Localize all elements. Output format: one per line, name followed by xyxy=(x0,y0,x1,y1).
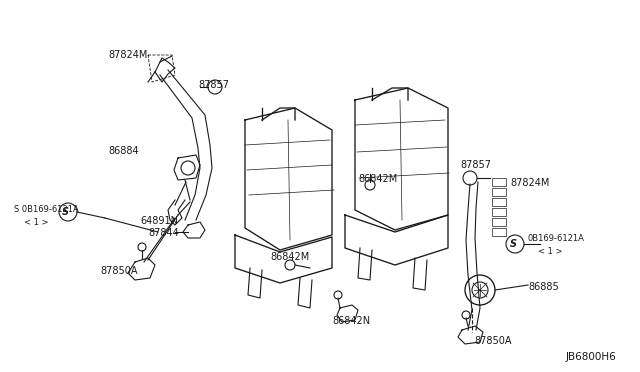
Text: 87824M: 87824M xyxy=(510,178,549,188)
Bar xyxy=(492,208,506,216)
Text: 64891N: 64891N xyxy=(140,216,178,226)
Text: 86842N: 86842N xyxy=(332,316,370,326)
Text: 86885: 86885 xyxy=(528,282,559,292)
Text: 0B169-6121A: 0B169-6121A xyxy=(528,234,585,243)
Text: 86842M: 86842M xyxy=(358,174,397,184)
Text: 86842M: 86842M xyxy=(270,252,309,262)
Bar xyxy=(492,218,506,226)
Bar xyxy=(492,188,506,196)
Text: S: S xyxy=(61,207,68,217)
Text: 87850A: 87850A xyxy=(474,336,511,346)
Text: S: S xyxy=(509,239,516,249)
Text: 87844: 87844 xyxy=(148,228,179,238)
Text: 86884: 86884 xyxy=(108,146,139,156)
Text: < 1 >: < 1 > xyxy=(538,247,563,256)
Bar xyxy=(492,228,506,236)
Text: 87857: 87857 xyxy=(460,160,491,170)
Text: 87857: 87857 xyxy=(198,80,229,90)
Text: 87824M: 87824M xyxy=(108,50,147,60)
Bar xyxy=(492,198,506,206)
Text: S 0B169-6121A: S 0B169-6121A xyxy=(14,205,79,214)
Text: < 1 >: < 1 > xyxy=(24,218,49,227)
Text: JB6800H6: JB6800H6 xyxy=(566,352,617,362)
Bar xyxy=(492,178,506,186)
Text: 87850A: 87850A xyxy=(100,266,138,276)
